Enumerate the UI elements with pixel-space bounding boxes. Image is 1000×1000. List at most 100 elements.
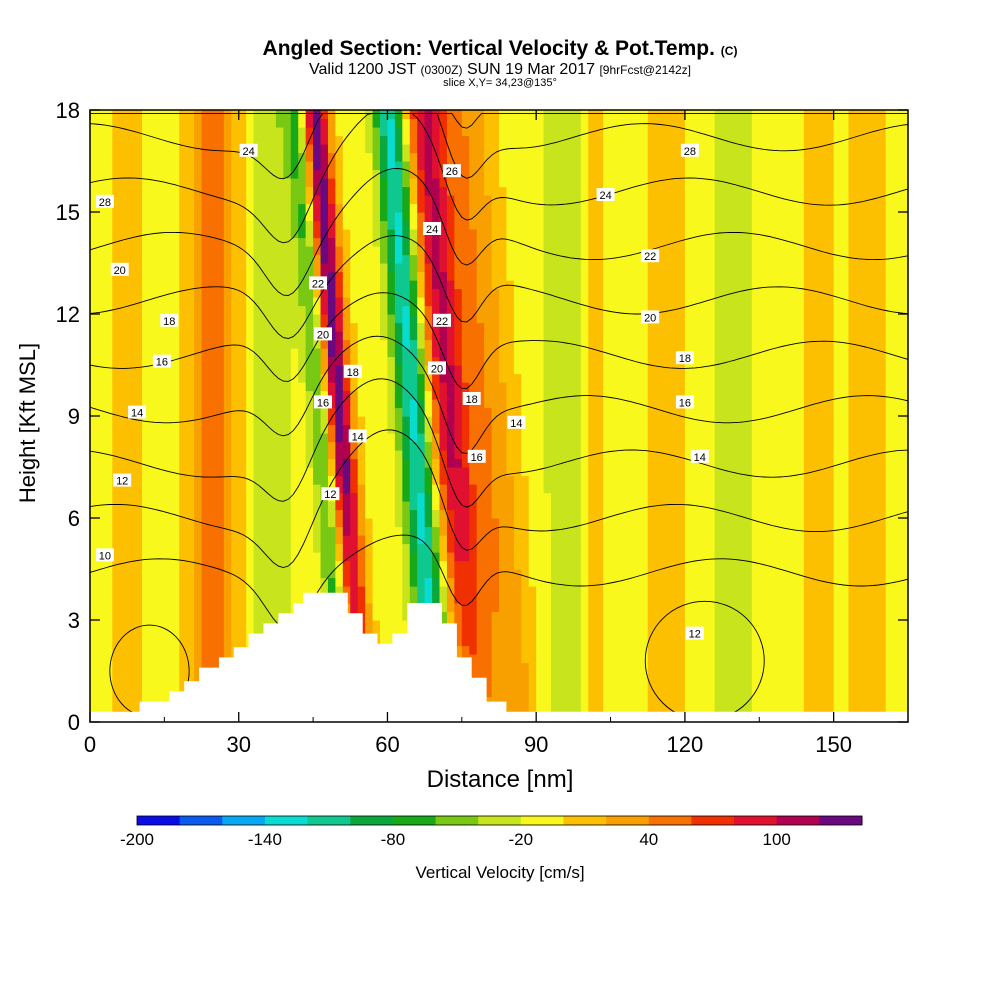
velocity-cell <box>216 195 225 205</box>
velocity-cell <box>194 161 203 171</box>
velocity-cell <box>595 535 604 545</box>
velocity-cell <box>365 263 374 273</box>
velocity-cell <box>268 331 277 341</box>
velocity-cell <box>454 271 463 281</box>
velocity-cell <box>446 246 455 256</box>
velocity-cell <box>513 594 522 604</box>
velocity-cell <box>327 433 336 443</box>
velocity-cell <box>543 331 552 341</box>
velocity-cell <box>595 543 604 553</box>
velocity-cell <box>268 280 277 290</box>
velocity-cell <box>231 637 240 647</box>
velocity-cell <box>580 288 589 298</box>
velocity-cell <box>402 484 411 494</box>
velocity-cell <box>335 127 344 137</box>
velocity-cell <box>565 654 574 664</box>
velocity-cell <box>402 314 411 324</box>
velocity-cell <box>320 433 329 443</box>
velocity-cell <box>342 220 351 230</box>
velocity-cell <box>469 373 478 383</box>
velocity-cell <box>543 603 552 613</box>
velocity-cell <box>156 654 165 664</box>
velocity-cell <box>350 161 359 171</box>
velocity-cell <box>127 696 136 706</box>
velocity-cell <box>506 322 515 332</box>
velocity-cell <box>551 433 560 443</box>
velocity-cell <box>149 195 158 205</box>
velocity-cell <box>335 305 344 315</box>
velocity-cell <box>119 280 128 290</box>
velocity-cell <box>112 195 121 205</box>
velocity-cell <box>417 518 426 528</box>
velocity-cell <box>164 577 173 587</box>
velocity-cell <box>305 475 314 485</box>
velocity-cell <box>275 280 284 290</box>
velocity-cell <box>335 237 344 247</box>
velocity-cell <box>119 637 128 647</box>
velocity-cell <box>476 280 485 290</box>
velocity-cell <box>201 475 210 485</box>
velocity-cell <box>179 492 188 502</box>
velocity-cell <box>439 416 448 426</box>
velocity-cell <box>402 254 411 264</box>
velocity-cell <box>461 628 470 638</box>
velocity-cell <box>372 535 381 545</box>
velocity-cell <box>432 518 441 528</box>
velocity-cell <box>90 297 99 307</box>
velocity-cell <box>342 135 351 145</box>
velocity-cell <box>439 322 448 332</box>
velocity-cell <box>179 620 188 630</box>
velocity-cell <box>127 560 136 570</box>
velocity-cell <box>461 110 470 120</box>
velocity-cell <box>127 212 136 222</box>
velocity-cell <box>432 195 441 205</box>
velocity-cell <box>394 441 403 451</box>
velocity-cell <box>253 441 262 451</box>
velocity-cell <box>372 110 381 120</box>
velocity-cell <box>417 178 426 188</box>
velocity-cell <box>551 271 560 281</box>
velocity-cell <box>179 195 188 205</box>
velocity-cell <box>342 569 351 579</box>
velocity-cell <box>543 339 552 349</box>
velocity-cell <box>164 127 173 137</box>
velocity-cell <box>119 611 128 621</box>
velocity-cell <box>469 535 478 545</box>
velocity-cell <box>387 331 396 341</box>
velocity-cell <box>90 110 99 120</box>
velocity-cell <box>320 186 329 196</box>
velocity-cell <box>461 433 470 443</box>
velocity-cell <box>216 331 225 341</box>
velocity-cell <box>253 603 262 613</box>
velocity-cell <box>528 263 537 273</box>
velocity-cell <box>528 586 537 596</box>
velocity-cell <box>268 186 277 196</box>
velocity-cell <box>446 390 455 400</box>
velocity-cell <box>357 271 366 281</box>
velocity-cell <box>380 331 389 341</box>
velocity-cell <box>595 229 604 239</box>
velocity-cell <box>261 416 270 426</box>
velocity-cell <box>491 679 500 689</box>
velocity-cell <box>342 458 351 468</box>
velocity-cell <box>97 526 106 536</box>
velocity-cell <box>290 322 299 332</box>
velocity-cell <box>394 161 403 171</box>
velocity-cell <box>97 569 106 579</box>
velocity-cell <box>558 178 567 188</box>
velocity-cell <box>283 475 292 485</box>
velocity-cell <box>446 254 455 264</box>
velocity-cell <box>223 203 232 213</box>
velocity-cell <box>372 186 381 196</box>
velocity-cell <box>446 535 455 545</box>
velocity-cell <box>439 594 448 604</box>
velocity-cell <box>461 169 470 179</box>
velocity-cell <box>149 118 158 128</box>
velocity-cell <box>149 509 158 519</box>
velocity-cell <box>97 501 106 511</box>
velocity-cell <box>216 509 225 519</box>
velocity-cell <box>573 552 582 562</box>
velocity-cell <box>491 390 500 400</box>
velocity-cell <box>223 331 232 341</box>
velocity-cell <box>268 467 277 477</box>
